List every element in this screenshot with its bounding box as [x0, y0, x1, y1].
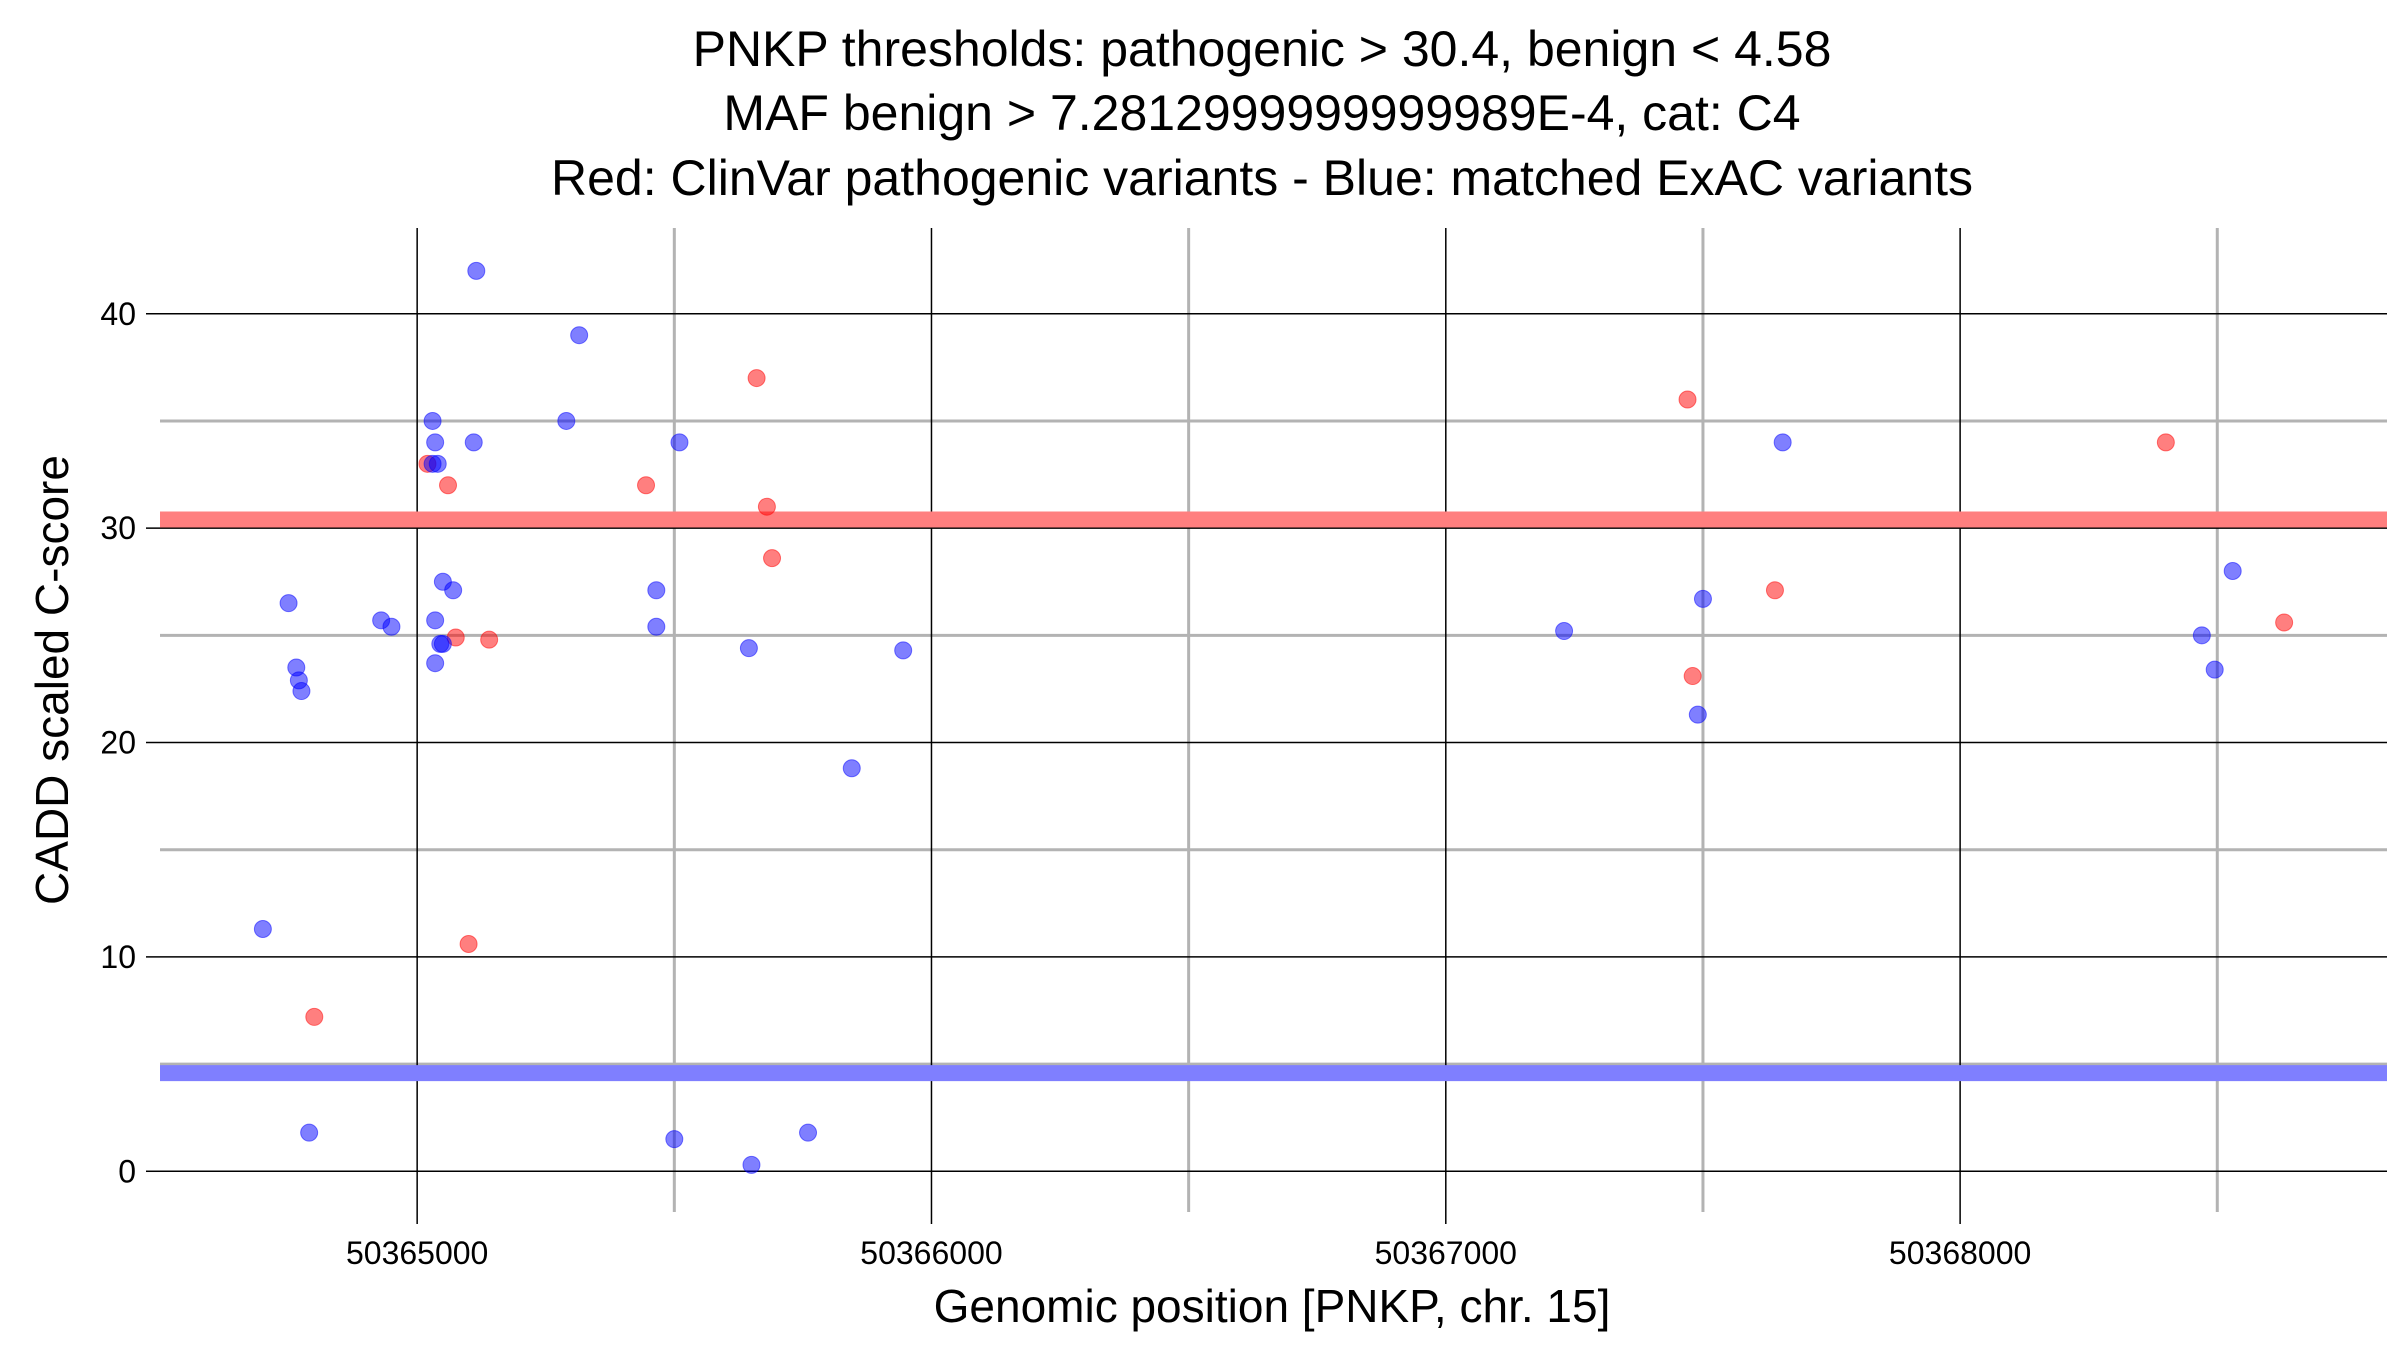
point-1-37 [2223, 562, 2242, 581]
point-1-11 [428, 454, 447, 473]
threshold-bands [160, 511, 2387, 1082]
point-1-22 [647, 581, 666, 600]
point-1-15 [433, 634, 452, 653]
point-0-7 [747, 369, 766, 388]
y-tick-label-1: 10 [100, 939, 136, 975]
point-0-3 [459, 935, 478, 954]
y-axis-label: CADD scaled C-score [26, 455, 78, 905]
point-1-21 [570, 326, 589, 345]
x-tick-label-1: 50366000 [860, 1235, 1002, 1271]
major-gridlines [160, 228, 2387, 1212]
point-1-33 [1693, 589, 1712, 608]
point-0-5 [305, 1007, 324, 1026]
point-1-19 [467, 261, 486, 280]
point-1-13 [426, 654, 445, 673]
point-0-9 [763, 549, 782, 568]
point-1-24 [665, 1130, 684, 1149]
data-points [253, 261, 2294, 1174]
point-0-4 [480, 630, 499, 649]
y-tick-label-0: 0 [118, 1153, 136, 1189]
point-1-25 [670, 433, 689, 452]
point-0-11 [1683, 667, 1702, 686]
point-1-32 [1688, 705, 1707, 724]
title-line-1: PNKP thresholds: pathogenic > 30.4, beni… [693, 21, 1832, 77]
point-1-12 [426, 611, 445, 630]
point-1-18 [464, 433, 483, 452]
x-tick-label-2: 50367000 [1375, 1235, 1517, 1271]
point-1-30 [894, 641, 913, 660]
point-1-27 [742, 1155, 761, 1174]
x-tick-label-0: 50365000 [346, 1235, 488, 1271]
point-1-20 [557, 411, 576, 430]
point-1-7 [382, 617, 401, 636]
y-axis: 0 10 20 30 40 [100, 296, 160, 1189]
x-tick-label-3: 50368000 [1889, 1235, 2031, 1271]
point-0-14 [2275, 613, 2294, 632]
y-tick-label-2: 20 [100, 725, 136, 761]
title-line-2: MAF benign > 7.2812999999999989E-4, cat:… [723, 85, 1800, 141]
chart-title: PNKP thresholds: pathogenic > 30.4, beni… [551, 21, 1973, 206]
point-0-13 [2156, 433, 2175, 452]
point-1-0 [253, 920, 272, 939]
point-1-8 [423, 411, 442, 430]
point-1-35 [2192, 626, 2211, 645]
point-1-10 [426, 433, 445, 452]
y-tick-label-4: 40 [100, 296, 136, 332]
point-1-5 [300, 1123, 319, 1142]
point-1-1 [279, 594, 298, 613]
point-1-34 [1773, 433, 1792, 452]
x-axis: 50365000 50366000 50367000 50368000 [346, 1212, 2031, 1271]
point-0-8 [757, 497, 776, 516]
point-1-36 [2205, 660, 2224, 679]
point-1-26 [739, 639, 758, 658]
y-tick-label-3: 30 [100, 510, 136, 546]
point-0-10 [1678, 390, 1697, 409]
point-0-1 [439, 476, 458, 495]
point-1-23 [647, 617, 666, 636]
point-1-4 [292, 682, 311, 701]
point-0-12 [1765, 581, 1784, 600]
point-1-28 [799, 1123, 818, 1142]
point-1-31 [1555, 622, 1574, 641]
point-0-6 [637, 476, 656, 495]
point-1-17 [444, 581, 463, 600]
title-line-3: Red: ClinVar pathogenic variants - Blue:… [551, 150, 1973, 206]
x-axis-label: Genomic position [PNKP, chr. 15] [934, 1280, 1611, 1332]
point-1-29 [842, 759, 861, 778]
